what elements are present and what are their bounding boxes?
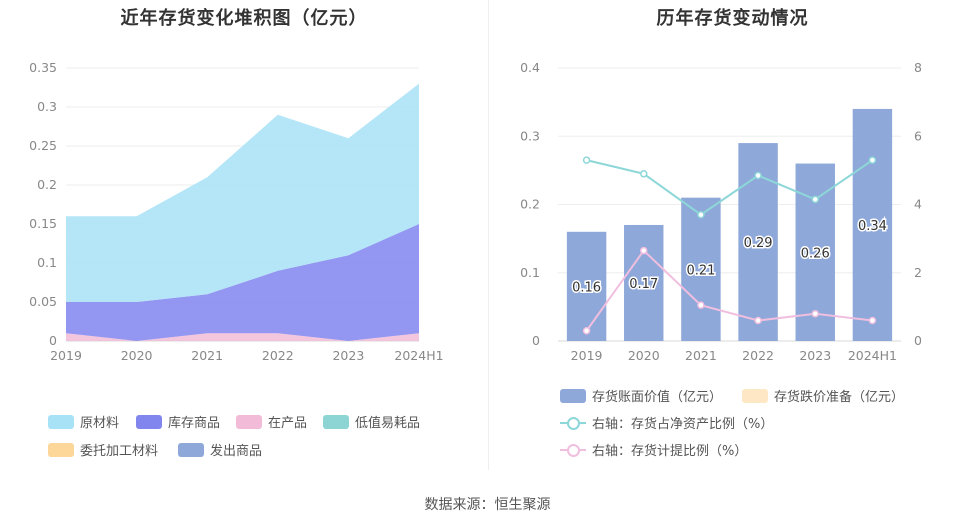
x-tick-label: 2021 bbox=[685, 348, 717, 363]
x-tick-label: 2022 bbox=[262, 348, 294, 363]
right-chart-panel: 历年存货变动情况 0 0.1 0.2 0.3 0.4 0 2 4 6 8 2019 2020 2021 2… bbox=[490, 0, 975, 470]
y-tick-label: 0.3 bbox=[520, 128, 540, 143]
y2-tick-label: 8 bbox=[914, 60, 922, 75]
legend-item[interactable]: 库存商品 bbox=[136, 412, 220, 431]
y2-tick-label: 6 bbox=[914, 128, 922, 143]
right-chart-title: 历年存货变动情况 bbox=[656, 8, 809, 29]
line-point bbox=[697, 301, 705, 309]
y-tick-label: 0.3 bbox=[37, 99, 57, 114]
y-tick-label: 0.1 bbox=[520, 265, 540, 280]
legend-item[interactable]: 右轴：存货计提比例（%） bbox=[560, 440, 747, 459]
line-point bbox=[754, 171, 762, 180]
legend-swatch bbox=[178, 442, 204, 457]
legend-item[interactable]: 在产品 bbox=[236, 412, 307, 431]
legend-swatch bbox=[136, 414, 162, 429]
y-tick-label: 0.2 bbox=[520, 197, 540, 212]
x-tick-label: 2023 bbox=[332, 348, 364, 363]
data-source: 数据来源：恒生聚源 bbox=[424, 497, 551, 513]
legend-item[interactable]: 发出商品 bbox=[178, 440, 262, 459]
y-tick-label: 0.05 bbox=[29, 294, 57, 309]
line-series bbox=[586, 159, 873, 216]
legend-label: 低值易耗品 bbox=[355, 416, 421, 431]
x-tick-label: 2022 bbox=[742, 348, 774, 363]
bar-value-label: 0.17 bbox=[629, 277, 658, 292]
x-tick-label: 2019 bbox=[571, 348, 603, 363]
y-tick-label: 0.15 bbox=[29, 216, 57, 231]
line-point bbox=[811, 195, 819, 204]
legend-item[interactable]: 原材料 bbox=[48, 412, 119, 431]
line-point bbox=[811, 309, 819, 318]
legend-label: 发出商品 bbox=[210, 444, 263, 459]
bar bbox=[681, 197, 721, 341]
legend-label: 委托加工材料 bbox=[80, 444, 159, 459]
legend-label: 存货账面价值（亿元） bbox=[592, 390, 723, 405]
line-point bbox=[640, 246, 648, 255]
y-tick-label: 0.2 bbox=[37, 177, 57, 192]
line-point bbox=[582, 327, 591, 335]
bar bbox=[566, 231, 607, 341]
line-point bbox=[582, 156, 591, 164]
y-tick-label: 0.35 bbox=[29, 60, 57, 75]
legend-swatch bbox=[48, 414, 74, 429]
bar bbox=[624, 224, 664, 341]
y2-tick-label: 2 bbox=[914, 265, 922, 280]
legend-label: 右轴：存货计提比例（%） bbox=[592, 444, 748, 459]
y-tick-label: 0 bbox=[49, 333, 57, 348]
line-series bbox=[585, 249, 873, 332]
bar-value-label: 0.29 bbox=[744, 236, 773, 251]
legend-swatch bbox=[560, 388, 586, 403]
line-point bbox=[868, 156, 877, 164]
legend-swatch bbox=[323, 414, 349, 429]
line-point bbox=[868, 316, 877, 325]
y-tick-label: 0.25 bbox=[29, 138, 57, 153]
line-point bbox=[640, 170, 648, 178]
legend-swatch bbox=[560, 416, 586, 430]
area-series-原材料 bbox=[66, 83, 419, 302]
y-tick-label: 0.4 bbox=[520, 60, 540, 75]
line-point bbox=[697, 210, 705, 219]
left-chart-title: 近年存货变化堆积图（亿元） bbox=[120, 8, 368, 29]
legend-label: 在产品 bbox=[268, 416, 308, 431]
x-tick-label: 2021 bbox=[191, 348, 223, 363]
bar bbox=[852, 108, 893, 341]
legend-item[interactable]: 存货跌价准备（亿元） bbox=[742, 386, 904, 405]
legend-label: 存货跌价准备（亿元） bbox=[774, 390, 905, 405]
x-tick-label: 2023 bbox=[799, 348, 831, 363]
legend-swatch bbox=[560, 443, 586, 457]
y2-tick-label: 4 bbox=[914, 197, 922, 212]
legend-item[interactable]: 右轴：存货占净资产比例（%） bbox=[560, 413, 773, 432]
legend-swatch bbox=[236, 414, 262, 429]
stacked-area-chart: 0 0.05 0.1 0.15 0.2 0.25 0.3 0.35 2019 2020 2021 20… bbox=[29, 60, 443, 363]
bar-value-label: 0.16 bbox=[572, 280, 601, 295]
legend-item[interactable]: 存货账面价值（亿元） bbox=[560, 386, 722, 405]
bar-value-label: 0.21 bbox=[686, 263, 715, 278]
legend-label: 原材料 bbox=[80, 416, 120, 431]
x-tick-label: 2020 bbox=[121, 348, 153, 363]
panel-divider bbox=[488, 0, 489, 470]
left-chart-panel: 近年存货变化堆积图（亿元） 0 0.05 0.1 0.15 0.2 0.25 0.3 0.35… bbox=[0, 0, 488, 470]
bar-value-label: 0.34 bbox=[858, 219, 887, 234]
legend-label: 库存商品 bbox=[168, 416, 221, 431]
bar-line-chart: 0 0.1 0.2 0.3 0.4 0 2 4 6 8 2019 2020 2021 2022 2023 20… bbox=[520, 60, 922, 363]
legend-item[interactable]: 低值易耗品 bbox=[323, 412, 420, 431]
y-tick-label: 0 bbox=[532, 333, 540, 348]
legend-swatch bbox=[48, 442, 74, 457]
x-tick-label: 2019 bbox=[50, 348, 82, 363]
legend-item[interactable]: 委托加工材料 bbox=[48, 440, 158, 459]
y-tick-label: 0.1 bbox=[37, 255, 57, 270]
x-tick-label: 2024H1 bbox=[848, 348, 897, 363]
x-tick-label: 2024H1 bbox=[394, 348, 443, 363]
legend-label: 右轴：存货占净资产比例（%） bbox=[592, 417, 774, 432]
x-tick-label: 2020 bbox=[628, 348, 660, 363]
area-series-库存商品 bbox=[66, 224, 419, 341]
line-point bbox=[754, 316, 762, 325]
legend-swatch bbox=[742, 388, 768, 403]
area-series-在产品 bbox=[66, 333, 419, 341]
y2-tick-label: 0 bbox=[914, 333, 922, 348]
bar-value-label: 0.26 bbox=[801, 246, 830, 261]
